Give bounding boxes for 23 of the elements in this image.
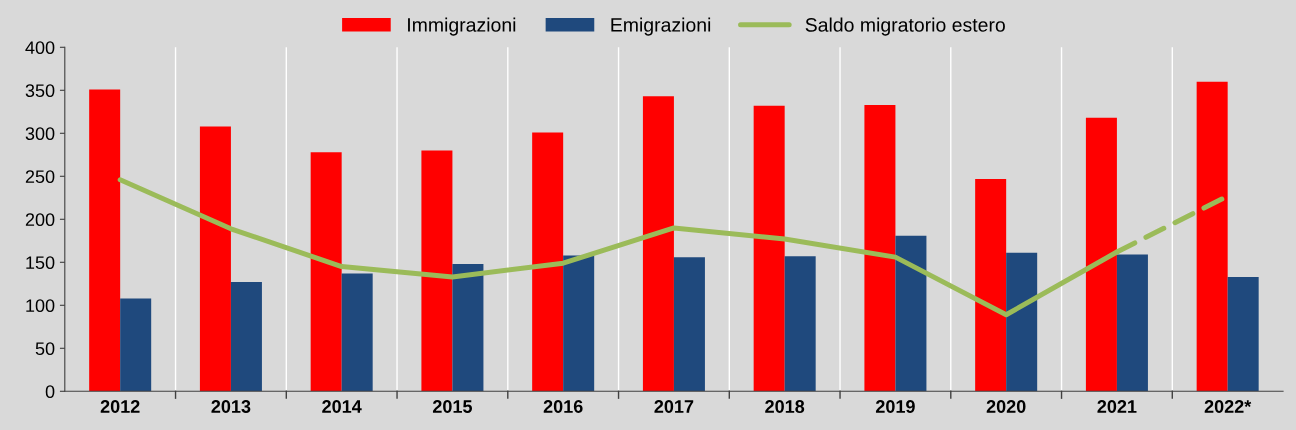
- legend-label: Immigrazioni: [408, 17, 516, 36]
- y-tick-label: 50: [35, 342, 55, 356]
- legend-label: Saldo migratorio estero: [805, 17, 1005, 36]
- x-tick-label: 2022*: [1204, 400, 1252, 413]
- x-tick-label: 2020: [986, 400, 1026, 413]
- x-tick-label: 2018: [765, 400, 805, 413]
- y-tick-label: 150: [26, 256, 55, 270]
- x-tick-label: 2013: [211, 400, 251, 413]
- y-tick-label: 100: [26, 299, 55, 313]
- x-tick-label: 2015: [432, 400, 472, 413]
- y-tick-label: 400: [25, 41, 55, 55]
- y-tick-label: 250: [25, 170, 55, 184]
- y-tick-label: 350: [25, 84, 55, 98]
- x-tick-label: 2019: [875, 400, 915, 413]
- y-tick-label: 0: [45, 385, 55, 399]
- x-tick-label: 2021: [1097, 400, 1137, 413]
- y-tick-label: 200: [25, 213, 55, 227]
- x-tick-label: 2016: [543, 400, 583, 413]
- x-tick-label: 2012: [100, 400, 140, 413]
- x-tick-label: 2017: [654, 400, 694, 413]
- x-tick-label: 2014: [322, 400, 362, 413]
- y-tick-label: 300: [25, 127, 55, 141]
- legend-label: Emigrazioni: [611, 17, 711, 36]
